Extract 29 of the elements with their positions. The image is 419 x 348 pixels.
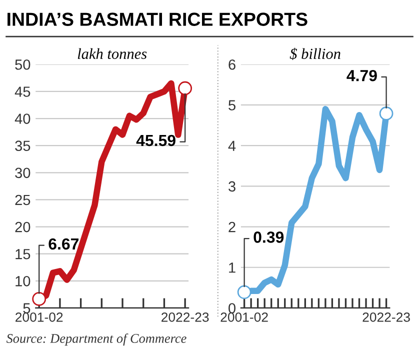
- y-tick-label: 20: [15, 222, 30, 232]
- annotation: 45.59: [136, 134, 176, 146]
- y-tick-label: 45: [14, 86, 30, 97]
- chart-title: INDIA’S BASMATI RICE EXPORTS: [8, 12, 308, 26]
- y-tick-label: 3: [228, 181, 236, 192]
- y-tick-label: 30: [15, 168, 30, 178]
- source-note: Source: Department of Commerce: [6, 333, 186, 346]
- y-tick-label: 2: [228, 222, 236, 232]
- x-tick-label: 2001-02: [16, 312, 63, 322]
- y-tick-label: 6: [228, 59, 236, 70]
- y-tick-label: 4: [228, 140, 236, 151]
- y-tick-label: 25: [15, 194, 30, 206]
- y-tick-label: 40: [14, 114, 30, 124]
- y-tick-label: 0: [228, 303, 236, 314]
- x-tick-label: 2022-23: [362, 312, 410, 322]
- y-tick-label: 15: [16, 249, 30, 260]
- y-tick-label: 50: [15, 59, 30, 70]
- chart-subtitle: $ billion: [290, 48, 340, 60]
- annotation: 0.39: [254, 232, 284, 243]
- annotation: 6.67: [48, 238, 79, 250]
- y-tick-label: 1: [229, 262, 236, 273]
- chart-subtitle: lakh tonnes: [78, 48, 147, 59]
- x-tick-label: 2001-02: [220, 312, 268, 322]
- y-tick-label: 35: [15, 140, 30, 152]
- y-tick-label: 10: [16, 276, 30, 286]
- y-tick-label: 5: [23, 303, 30, 314]
- y-tick-label: 5: [228, 100, 236, 110]
- x-tick-label: 2022-23: [162, 312, 209, 322]
- annotation: 4.79: [346, 70, 377, 82]
